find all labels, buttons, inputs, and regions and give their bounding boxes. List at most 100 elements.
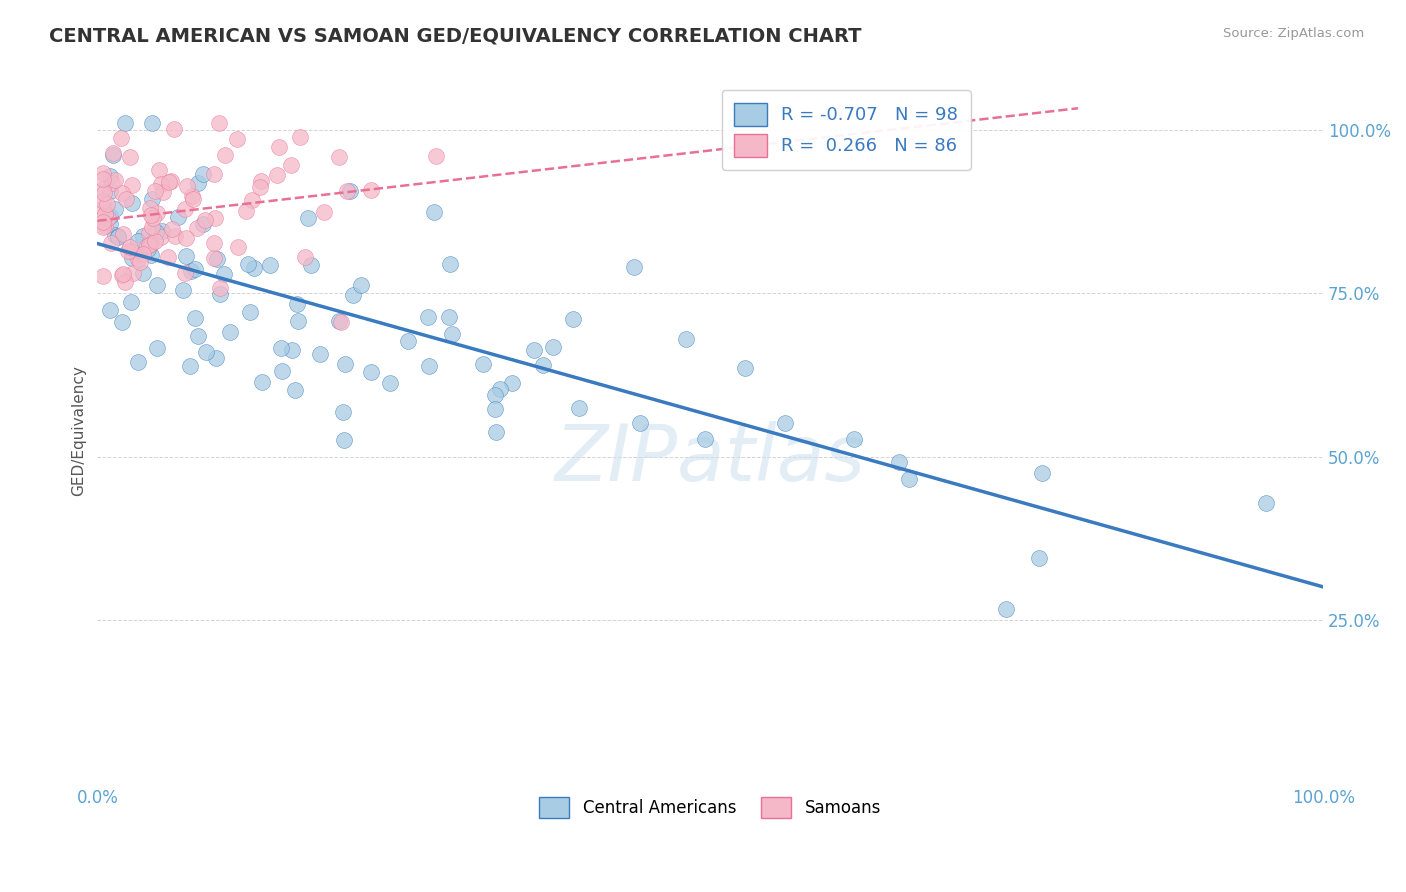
Point	[267, 140, 290, 154]
Point	[132, 266, 155, 280]
Point	[187, 176, 209, 190]
Point	[501, 376, 523, 390]
Point	[163, 228, 186, 243]
Point	[531, 359, 554, 373]
Point	[439, 257, 461, 271]
Point	[184, 261, 207, 276]
Point	[842, 432, 865, 446]
Point	[127, 234, 149, 248]
Point	[114, 275, 136, 289]
Point	[236, 257, 259, 271]
Point	[360, 183, 382, 197]
Point	[93, 172, 115, 186]
Point	[266, 168, 288, 182]
Point	[328, 150, 350, 164]
Point	[773, 416, 796, 430]
Point	[184, 311, 207, 326]
Point	[93, 207, 115, 221]
Point	[156, 250, 179, 264]
Point	[228, 240, 250, 254]
Point	[120, 239, 142, 253]
Point	[98, 169, 121, 183]
Point	[93, 194, 115, 208]
Point	[439, 310, 461, 324]
Point	[180, 189, 202, 203]
Y-axis label: GED/Equivalency: GED/Equivalency	[72, 365, 86, 496]
Point	[187, 329, 209, 343]
Point	[148, 163, 170, 178]
Point	[285, 297, 308, 311]
Point	[139, 208, 162, 222]
Point	[97, 211, 120, 225]
Point	[104, 172, 127, 186]
Point	[181, 192, 204, 206]
Point	[281, 343, 304, 357]
Point	[98, 184, 121, 198]
Point	[332, 405, 354, 419]
Point	[1031, 467, 1053, 481]
Point	[143, 235, 166, 249]
Point	[484, 388, 506, 402]
Point	[308, 347, 330, 361]
Point	[100, 176, 122, 190]
Point	[142, 211, 165, 225]
Point	[150, 223, 173, 237]
Point	[111, 186, 134, 200]
Point	[103, 148, 125, 162]
Legend: Central Americans, Samoans: Central Americans, Samoans	[533, 790, 887, 825]
Point	[209, 287, 232, 301]
Point	[523, 343, 546, 357]
Point	[472, 357, 495, 371]
Point	[396, 334, 419, 348]
Point	[121, 252, 143, 266]
Point	[120, 150, 142, 164]
Point	[179, 359, 201, 373]
Point	[107, 228, 129, 243]
Point	[541, 340, 564, 354]
Point	[146, 277, 169, 292]
Point	[297, 211, 319, 225]
Point	[93, 220, 115, 235]
Point	[240, 194, 263, 208]
Point	[167, 210, 190, 224]
Point	[484, 401, 506, 416]
Point	[111, 267, 134, 281]
Point	[146, 206, 169, 220]
Point	[1028, 551, 1050, 566]
Point	[139, 236, 162, 251]
Point	[104, 227, 127, 242]
Point	[423, 205, 446, 219]
Point	[180, 264, 202, 278]
Point	[204, 211, 226, 225]
Point	[93, 182, 115, 196]
Point	[193, 217, 215, 231]
Point	[312, 205, 335, 219]
Point	[441, 327, 464, 342]
Point	[121, 178, 143, 193]
Point	[360, 365, 382, 379]
Point	[330, 315, 353, 329]
Point	[132, 228, 155, 243]
Point	[212, 268, 235, 282]
Point	[339, 184, 361, 198]
Point	[226, 131, 249, 145]
Point	[121, 195, 143, 210]
Point	[132, 247, 155, 261]
Point	[332, 433, 354, 447]
Point	[110, 131, 132, 145]
Point	[174, 248, 197, 262]
Point	[139, 201, 162, 215]
Point	[114, 116, 136, 130]
Point	[349, 278, 371, 293]
Point	[243, 261, 266, 276]
Point	[100, 236, 122, 251]
Point	[202, 252, 225, 266]
Point	[159, 173, 181, 187]
Point	[239, 305, 262, 319]
Point	[146, 341, 169, 355]
Point	[418, 310, 440, 325]
Point	[98, 302, 121, 317]
Point	[249, 180, 271, 194]
Text: Source: ZipAtlas.com: Source: ZipAtlas.com	[1223, 27, 1364, 40]
Point	[562, 312, 585, 326]
